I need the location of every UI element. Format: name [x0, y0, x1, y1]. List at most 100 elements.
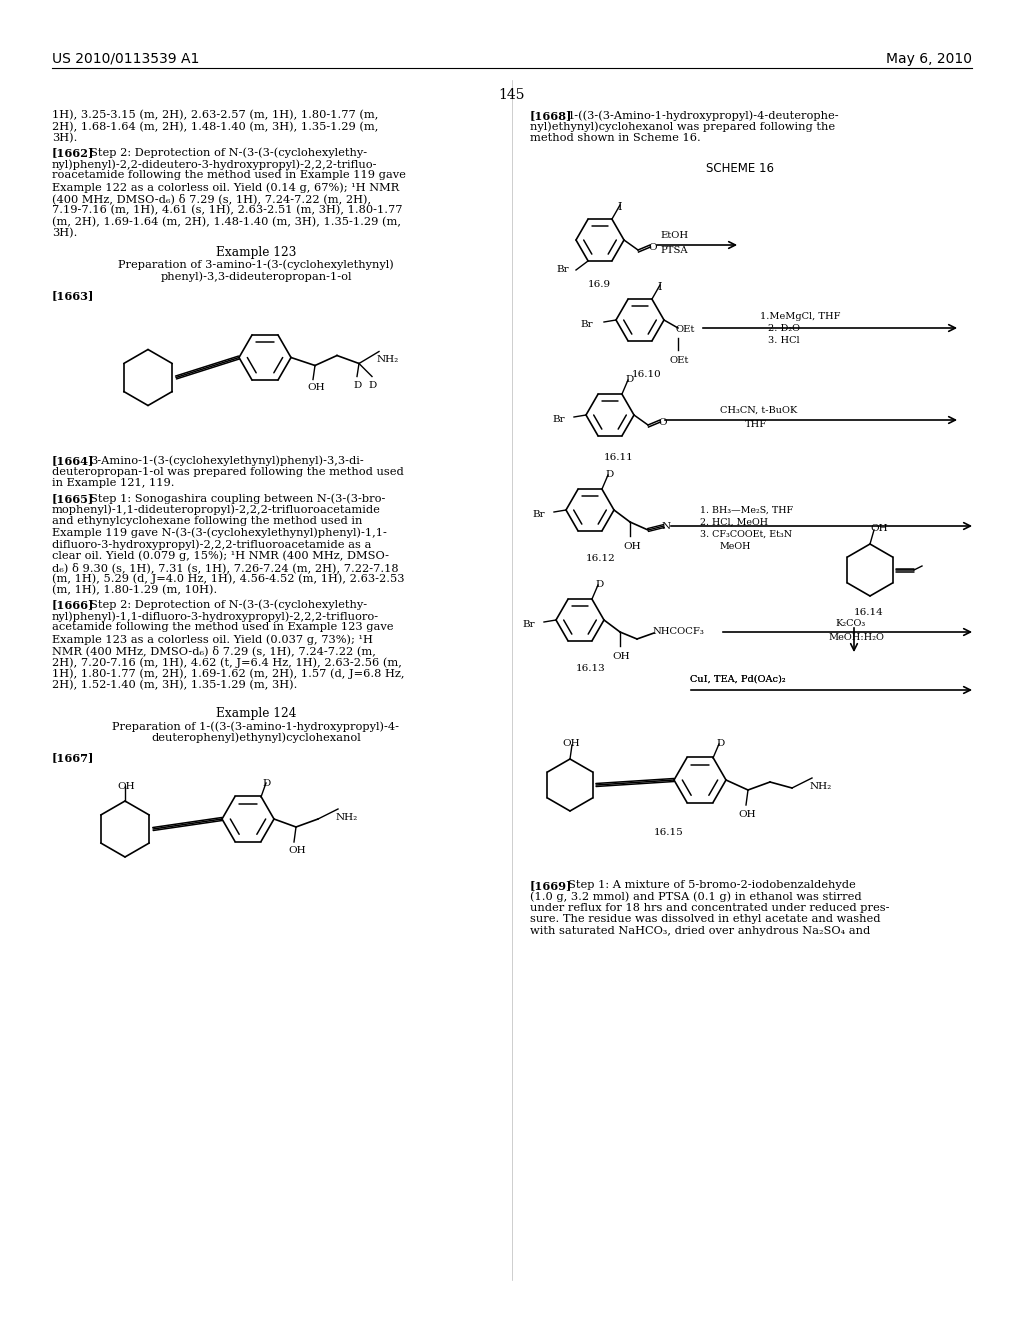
Text: 3H).: 3H).	[52, 133, 78, 144]
Text: 16.12: 16.12	[586, 554, 615, 564]
Text: I: I	[617, 202, 622, 213]
Text: [1662]: [1662]	[52, 148, 94, 158]
Text: sure. The residue was dissolved in ethyl acetate and washed: sure. The residue was dissolved in ethyl…	[530, 915, 881, 924]
Text: roacetamide following the method used in Example 119 gave: roacetamide following the method used in…	[52, 170, 406, 181]
Text: EtOH: EtOH	[660, 231, 688, 240]
Text: Br: Br	[580, 319, 593, 329]
Text: N: N	[662, 521, 671, 531]
Text: (m, 1H), 1.80-1.29 (m, 10H).: (m, 1H), 1.80-1.29 (m, 10H).	[52, 585, 217, 595]
Text: 2H), 1.68-1.64 (m, 2H), 1.48-1.40 (m, 3H), 1.35-1.29 (m,: 2H), 1.68-1.64 (m, 2H), 1.48-1.40 (m, 3H…	[52, 121, 379, 132]
Text: OH: OH	[288, 846, 305, 855]
Text: acetamide following the method used in Example 123 gave: acetamide following the method used in E…	[52, 623, 393, 632]
Text: Br: Br	[552, 414, 564, 424]
Text: PTSA: PTSA	[660, 246, 688, 255]
Text: [1663]: [1663]	[52, 290, 94, 301]
Text: NHCOCF₃: NHCOCF₃	[652, 627, 703, 636]
Text: OH: OH	[623, 543, 641, 550]
Text: 16.11: 16.11	[604, 453, 634, 462]
Text: OH: OH	[738, 810, 756, 818]
Text: (m, 2H), 1.69-1.64 (m, 2H), 1.48-1.40 (m, 3H), 1.35-1.29 (m,: (m, 2H), 1.69-1.64 (m, 2H), 1.48-1.40 (m…	[52, 216, 401, 227]
Text: OH: OH	[870, 524, 888, 533]
Text: Example 119 gave N-(3-(3-(cyclohexylethynyl)phenyl)-1,1-: Example 119 gave N-(3-(3-(cyclohexylethy…	[52, 528, 387, 539]
Text: D: D	[262, 779, 270, 788]
Text: Step 1: A mixture of 5-bromo-2-iodobenzaldehyde: Step 1: A mixture of 5-bromo-2-iodobenza…	[568, 880, 856, 890]
Text: with saturated NaHCO₃, dried over anhydrous Na₂SO₄ and: with saturated NaHCO₃, dried over anhydr…	[530, 927, 870, 936]
Text: Step 2: Deprotection of N-(3-(3-(cyclohexylethy-: Step 2: Deprotection of N-(3-(3-(cyclohe…	[90, 599, 368, 610]
Text: Preparation of 1-((3-(3-amino-1-hydroxypropyl)-4-: Preparation of 1-((3-(3-amino-1-hydroxyp…	[113, 721, 399, 731]
Text: d₆) δ 9.30 (s, 1H), 7.31 (s, 1H), 7.26-7.24 (m, 2H), 7.22-7.18: d₆) δ 9.30 (s, 1H), 7.31 (s, 1H), 7.26-7…	[52, 562, 398, 573]
Text: [1665]: [1665]	[52, 492, 94, 504]
Text: 2. HCl, MeOH: 2. HCl, MeOH	[700, 517, 768, 527]
Text: 3H).: 3H).	[52, 228, 78, 239]
Text: O: O	[658, 418, 667, 426]
Text: [1669]: [1669]	[530, 880, 572, 891]
Text: 1-((3-(3-Amino-1-hydroxypropyl)-4-deuterophe-: 1-((3-(3-Amino-1-hydroxypropyl)-4-deuter…	[568, 110, 840, 120]
Text: Br: Br	[532, 510, 545, 519]
Text: US 2010/0113539 A1: US 2010/0113539 A1	[52, 51, 200, 66]
Text: [1667]: [1667]	[52, 752, 94, 763]
Text: deuteropropan-1-ol was prepared following the method used: deuteropropan-1-ol was prepared followin…	[52, 467, 403, 477]
Text: 1.MeMgCl, THF: 1.MeMgCl, THF	[760, 312, 841, 321]
Text: 2H), 7.20-7.16 (m, 1H), 4.62 (t, J=6.4 Hz, 1H), 2.63-2.56 (m,: 2H), 7.20-7.16 (m, 1H), 4.62 (t, J=6.4 H…	[52, 657, 401, 668]
Text: mophenyl)-1,1-dideuteropropyl)-2,2,2-trifluoroacetamide: mophenyl)-1,1-dideuteropropyl)-2,2,2-tri…	[52, 504, 381, 515]
Text: 16.9: 16.9	[588, 280, 611, 289]
Text: 3. CF₃COOEt, Et₃N: 3. CF₃COOEt, Et₃N	[700, 531, 793, 539]
Text: NH₂: NH₂	[336, 813, 358, 822]
Text: clear oil. Yield (0.079 g, 15%); ¹H NMR (400 MHz, DMSO-: clear oil. Yield (0.079 g, 15%); ¹H NMR …	[52, 550, 389, 561]
Text: 7.19-7.16 (m, 1H), 4.61 (s, 1H), 2.63-2.51 (m, 3H), 1.80-1.77: 7.19-7.16 (m, 1H), 4.61 (s, 1H), 2.63-2.…	[52, 205, 402, 215]
Text: OEt: OEt	[670, 356, 689, 366]
Text: Step 1: Sonogashira coupling between N-(3-(3-bro-: Step 1: Sonogashira coupling between N-(…	[90, 492, 385, 503]
Text: Preparation of 3-amino-1-(3-(cyclohexylethynyl): Preparation of 3-amino-1-(3-(cyclohexyle…	[118, 260, 394, 271]
Text: difluoro-3-hydroxypropyl)-2,2,2-trifluoroacetamide as a: difluoro-3-hydroxypropyl)-2,2,2-trifluor…	[52, 539, 372, 549]
Text: CuI, TEA, Pd(OAc)₂: CuI, TEA, Pd(OAc)₂	[690, 675, 785, 684]
Text: 16.13: 16.13	[575, 664, 606, 673]
Text: 16.14: 16.14	[854, 609, 884, 616]
Text: Step 2: Deprotection of N-(3-(3-(cyclohexylethy-: Step 2: Deprotection of N-(3-(3-(cyclohe…	[90, 148, 368, 158]
Text: I: I	[657, 282, 662, 292]
Text: [1664]: [1664]	[52, 455, 94, 466]
Text: K₂CO₃: K₂CO₃	[835, 619, 865, 628]
Text: (1.0 g, 3.2 mmol) and PTSA (0.1 g) in ethanol was stirred: (1.0 g, 3.2 mmol) and PTSA (0.1 g) in et…	[530, 891, 861, 902]
Text: D: D	[605, 470, 613, 479]
Text: D: D	[716, 739, 724, 748]
Text: D: D	[625, 375, 633, 384]
Text: 3-Amino-1-(3-(cyclohexylethynyl)phenyl)-3,3-di-: 3-Amino-1-(3-(cyclohexylethynyl)phenyl)-…	[90, 455, 364, 466]
Text: D: D	[368, 380, 376, 389]
Text: 1H), 1.80-1.77 (m, 2H), 1.69-1.62 (m, 2H), 1.57 (d, J=6.8 Hz,: 1H), 1.80-1.77 (m, 2H), 1.69-1.62 (m, 2H…	[52, 668, 404, 678]
Text: Br: Br	[556, 265, 568, 275]
Text: 16.10: 16.10	[632, 370, 662, 379]
Text: [1666]: [1666]	[52, 599, 94, 610]
Text: Example 123 as a colorless oil. Yield (0.037 g, 73%); ¹H: Example 123 as a colorless oil. Yield (0…	[52, 634, 373, 644]
Text: D: D	[353, 380, 361, 389]
Text: THF: THF	[745, 420, 767, 429]
Text: in Example 121, 119.: in Example 121, 119.	[52, 479, 174, 488]
Text: Br: Br	[522, 620, 535, 630]
Text: OH: OH	[117, 781, 134, 791]
Text: 3. HCl: 3. HCl	[768, 337, 800, 345]
Text: and ethynylcyclohexane following the method used in: and ethynylcyclohexane following the met…	[52, 516, 362, 525]
Text: NH₂: NH₂	[377, 355, 399, 364]
Text: 1. BH₃—Me₂S, THF: 1. BH₃—Me₂S, THF	[700, 506, 794, 515]
Text: 16.15: 16.15	[654, 828, 684, 837]
Text: (m, 1H), 5.29 (d, J=4.0 Hz, 1H), 4.56-4.52 (m, 1H), 2.63-2.53: (m, 1H), 5.29 (d, J=4.0 Hz, 1H), 4.56-4.…	[52, 573, 404, 583]
Text: 2H), 1.52-1.40 (m, 3H), 1.35-1.29 (m, 3H).: 2H), 1.52-1.40 (m, 3H), 1.35-1.29 (m, 3H…	[52, 680, 297, 690]
Text: CH₃CN, t-BuOK: CH₃CN, t-BuOK	[720, 407, 798, 414]
Text: phenyl)-3,3-dideuteropropan-1-ol: phenyl)-3,3-dideuteropropan-1-ol	[160, 271, 352, 281]
Text: OEt: OEt	[676, 325, 695, 334]
Text: CuI, TEA, Pd(OAc)₂: CuI, TEA, Pd(OAc)₂	[690, 675, 785, 684]
Text: NMR (400 MHz, DMSO-d₆) δ 7.29 (s, 1H), 7.24-7.22 (m,: NMR (400 MHz, DMSO-d₆) δ 7.29 (s, 1H), 7…	[52, 645, 376, 656]
Text: 2. D₂O: 2. D₂O	[768, 323, 800, 333]
Text: (400 MHz, DMSO-d₆) δ 7.29 (s, 1H), 7.24-7.22 (m, 2H),: (400 MHz, DMSO-d₆) δ 7.29 (s, 1H), 7.24-…	[52, 194, 371, 205]
Text: Example 123: Example 123	[216, 246, 296, 259]
Text: 145: 145	[499, 88, 525, 102]
Text: D: D	[595, 579, 603, 589]
Text: NH₂: NH₂	[810, 781, 833, 791]
Text: MeOH:H₂O: MeOH:H₂O	[828, 634, 884, 642]
Text: Example 124: Example 124	[216, 708, 296, 721]
Text: OH: OH	[307, 384, 325, 392]
Text: Example 122 as a colorless oil. Yield (0.14 g, 67%); ¹H NMR: Example 122 as a colorless oil. Yield (0…	[52, 182, 399, 193]
Text: O: O	[648, 243, 656, 252]
Text: deuterophenyl)ethynyl)cyclohexanol: deuterophenyl)ethynyl)cyclohexanol	[152, 733, 360, 743]
Text: nyl)phenyl)-2,2-dideutero-3-hydroxypropyl)-2,2,2-trifluo-: nyl)phenyl)-2,2-dideutero-3-hydroxypropy…	[52, 158, 378, 169]
Text: MeOH: MeOH	[720, 543, 752, 550]
